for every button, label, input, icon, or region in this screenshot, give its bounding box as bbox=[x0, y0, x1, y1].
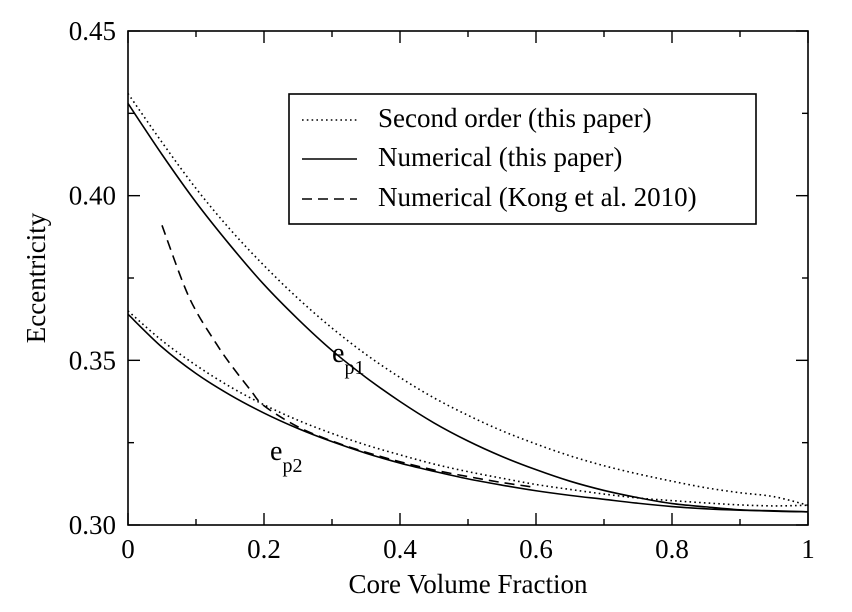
x-tick-label: 0.2 bbox=[247, 534, 281, 564]
axis-ticks bbox=[127, 30, 809, 526]
x-tick-label: 0.8 bbox=[655, 534, 689, 564]
legend-label-numerical: Numerical (this paper) bbox=[378, 142, 622, 172]
x-axis-label: Core Volume Fraction bbox=[349, 569, 588, 599]
y-tick-label: 0.40 bbox=[69, 181, 116, 211]
series-ep2-dotted bbox=[127, 310, 809, 507]
x-tick-label: 1 bbox=[801, 534, 815, 564]
annotation-ep1: ep1 bbox=[332, 338, 364, 379]
y-tick-label: 0.35 bbox=[69, 345, 116, 375]
x-tick-label: 0.6 bbox=[519, 534, 553, 564]
data-series bbox=[127, 93, 809, 513]
y-tick-label: 0.45 bbox=[69, 16, 116, 46]
x-tick-label: 0.4 bbox=[383, 534, 417, 564]
y-axis-label: Eccentricity bbox=[21, 212, 51, 343]
series-ep1-solid bbox=[127, 103, 809, 513]
series-kong-dashed bbox=[161, 225, 537, 489]
annotation-ep2: ep2 bbox=[270, 436, 302, 477]
legend-label-kong: Numerical (Kong et al. 2010) bbox=[378, 182, 697, 212]
x-tick-label: 0 bbox=[121, 534, 135, 564]
legend: Second order (this paper) Numerical (thi… bbox=[288, 93, 757, 225]
legend-box bbox=[288, 93, 757, 225]
y-tick-label: 0.30 bbox=[69, 510, 116, 540]
series-ep2-solid bbox=[127, 313, 809, 513]
legend-label-second-order: Second order (this paper) bbox=[378, 103, 652, 133]
tick-labels: 0 0.2 0.4 0.6 0.8 1 0.30 0.35 0.40 0.45 bbox=[69, 16, 815, 564]
